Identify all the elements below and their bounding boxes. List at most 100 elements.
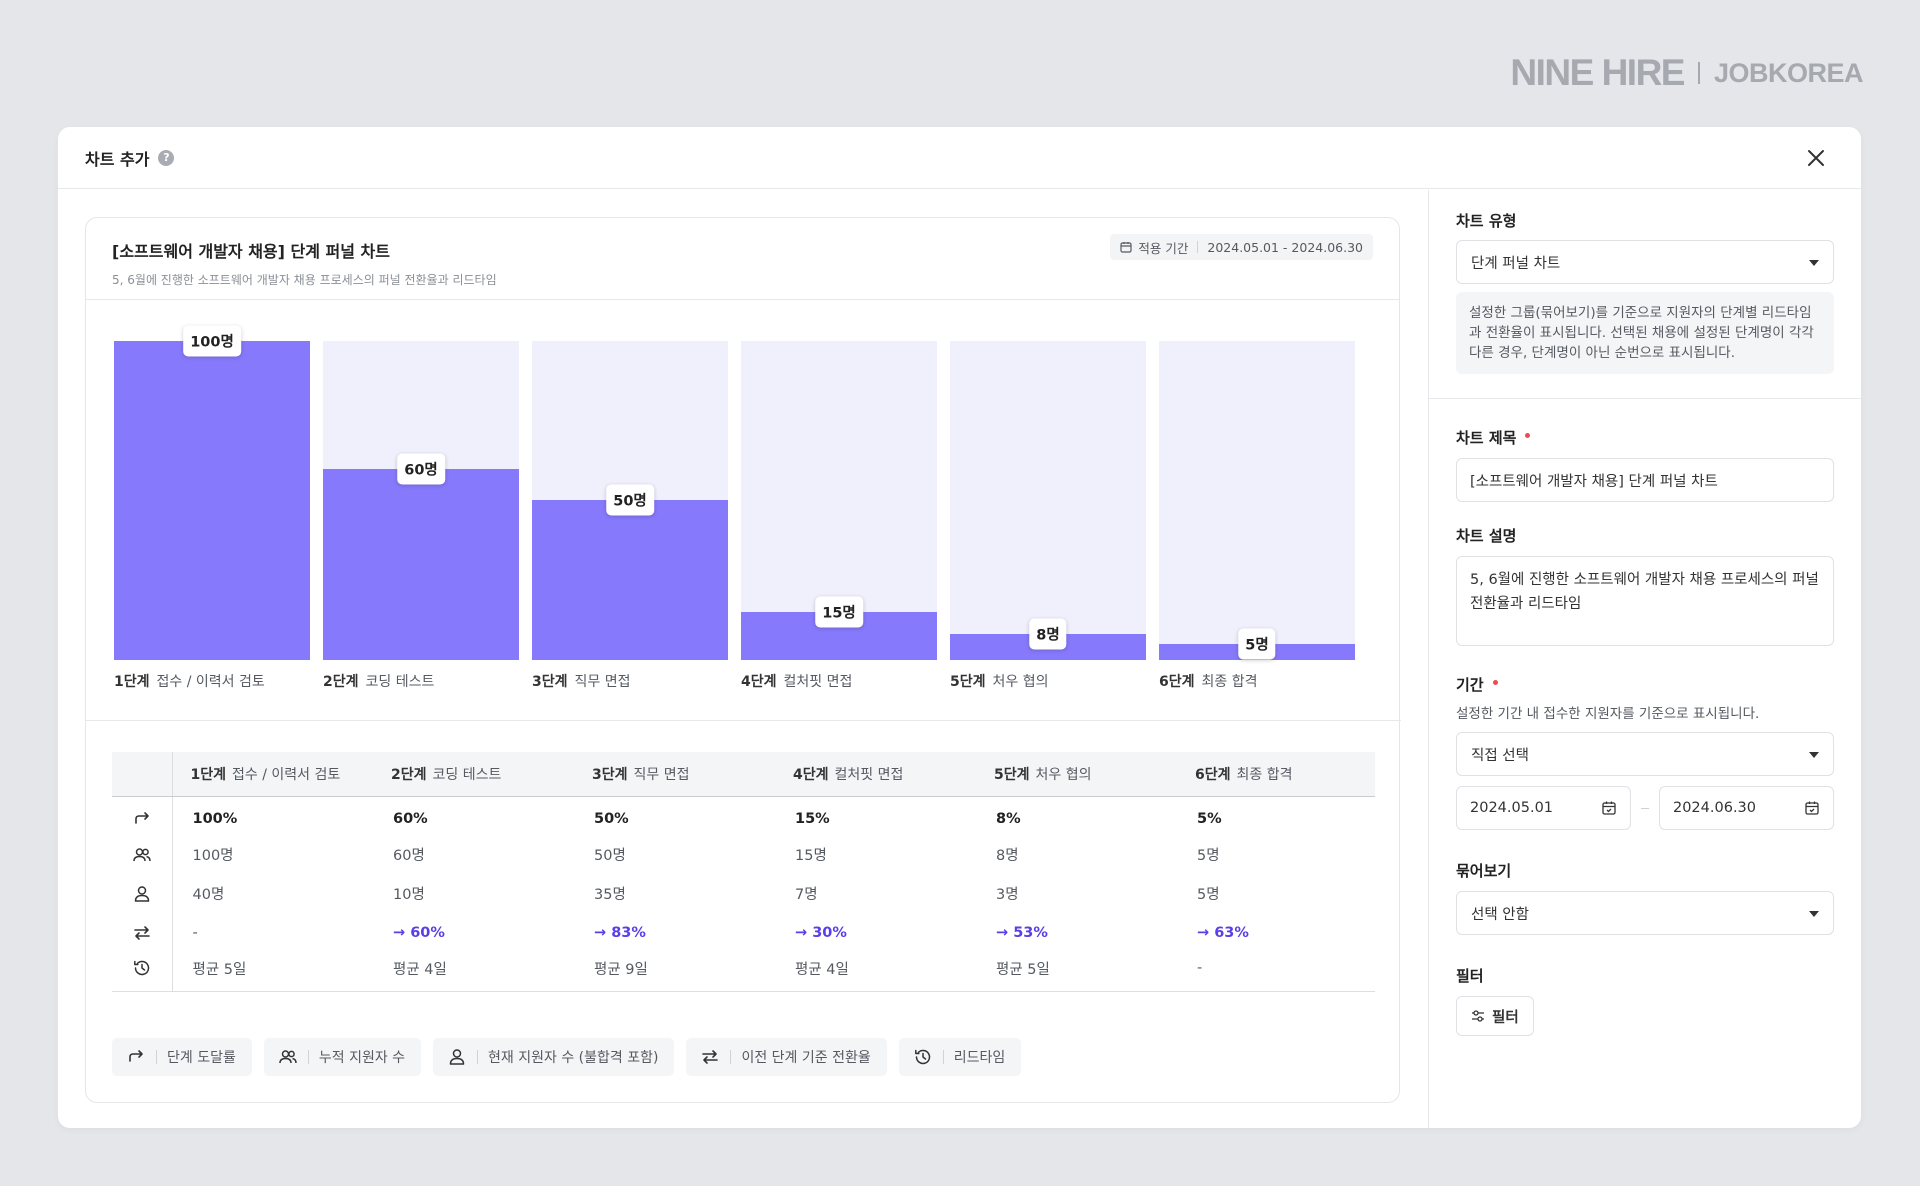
chart-title-input[interactable]: [소프트웨어 개발자 채용] 단계 퍼널 차트 xyxy=(1456,458,1834,502)
table-cell: 40명 xyxy=(192,887,225,903)
modal-title: 차트 추가 xyxy=(85,149,150,169)
end-date-input[interactable]: 2024.06.30 xyxy=(1658,786,1835,830)
legend-item: 단계 도달률 xyxy=(112,1038,252,1076)
group-select[interactable]: 선택 안함 xyxy=(1456,891,1834,935)
stage-step: 3단계 xyxy=(532,674,568,690)
stage-name: 컬처핏 면접 xyxy=(783,674,853,690)
chart-description: 5, 6월에 진행한 소프트웨어 개발자 채용 프로세스의 퍼널 전환율과 리드… xyxy=(112,273,497,287)
modal-header: 차트 추가 ? xyxy=(58,127,1861,189)
calendar-icon xyxy=(1120,242,1133,253)
stage-step: 2단계 xyxy=(323,674,359,690)
date-range-dash xyxy=(1641,807,1649,809)
close-icon[interactable] xyxy=(1804,146,1828,170)
funnel-bar-track xyxy=(1159,341,1355,660)
funnel-bar-stage-label: 4단계 컬처핏 면접 xyxy=(741,671,852,691)
funnel-bar-fill xyxy=(532,500,728,660)
legend-divider xyxy=(942,1050,944,1064)
period-mode-value: 직접 선택 xyxy=(1471,747,1529,764)
stage-step: 2단계 xyxy=(391,766,427,783)
table-cell: 8명 xyxy=(996,848,1019,864)
stage-name: 직무 면접 xyxy=(574,674,631,690)
table-cell: 5% xyxy=(1197,810,1222,827)
start-date-input[interactable]: 2024.05.01 xyxy=(1456,786,1632,830)
chart-type-select[interactable]: 단계 퍼널 차트 xyxy=(1456,240,1834,284)
period-section: 기간 설정한 기간 내 접수한 지원자를 기준으로 표시됩니다. 직접 선택 2… xyxy=(1429,646,1861,830)
table-cell: 평균 4일 xyxy=(775,952,976,992)
stage-step: 5단계 xyxy=(994,766,1030,783)
stage-name: 직무 면접 xyxy=(633,766,690,783)
table-cell: 7명 xyxy=(795,887,818,903)
table-header-stage-4: 4단계 컬처핏 면접 xyxy=(775,752,976,797)
table-header-stage-6: 6단계 최종 합격 xyxy=(1177,752,1375,797)
chart-title-section: 차트 제목 [소프트웨어 개발자 채용] 단계 퍼널 차트 xyxy=(1429,399,1861,502)
chart-type-info: 설정한 그룹(묶어보기)를 기준으로 지원자의 단계별 리드타임과 전환율이 표… xyxy=(1456,292,1834,374)
stage-step: 6단계 xyxy=(1159,674,1195,690)
stage-step: 4단계 xyxy=(741,674,777,690)
table-cell: - xyxy=(1177,952,1375,992)
funnel-bar-value-label: 8명 xyxy=(1029,618,1067,650)
stage-name: 접수 / 이력서 검토 xyxy=(232,766,341,783)
table-cell: 60명 xyxy=(393,848,425,864)
table-row: - → 60% → 83% → 30% → 53% → 63% xyxy=(112,913,1375,952)
table-row: 100명 60명 50명 15명 8명 5명 xyxy=(112,835,1375,874)
legend-item: 현재 지원자 수 (불합격 포함) xyxy=(433,1038,675,1076)
table-cell: 5명 xyxy=(1197,848,1220,864)
table-cell: 15명 xyxy=(795,848,827,864)
stage-name: 코딩 테스트 xyxy=(365,674,435,690)
period-label: 기간 xyxy=(1456,674,1834,695)
funnel-bar-stage-label: 1단계 접수 / 이력서 검토 xyxy=(114,671,265,691)
brand-logo: NINE HIRE JOBKOREA xyxy=(1510,52,1863,94)
funnel-bar-stage-label: 2단계 코딩 테스트 xyxy=(323,671,434,691)
chart-description-textarea[interactable]: 5, 6월에 진행한 소프트웨어 개발자 채용 프로세스의 퍼널 전환율과 리드… xyxy=(1456,556,1834,646)
calendar-icon[interactable] xyxy=(1805,801,1819,815)
table-cell: 15% xyxy=(795,810,830,827)
period-badge-label: 적용 기간 xyxy=(1138,240,1189,256)
table-row-icon-cell xyxy=(112,835,173,874)
chevron-down-icon xyxy=(1809,911,1819,917)
chart-card-header: [소프트웨어 개발자 채용] 단계 퍼널 차트 5, 6월에 진행한 소프트웨어… xyxy=(86,218,1399,300)
table-header-row: 1단계 접수 / 이력서 검토 2단계 코딩 테스트 3단계 직무 면접 4단계 컬처핏 면접… xyxy=(112,752,1375,797)
period-hint: 설정한 기간 내 접수한 지원자를 기준으로 표시됩니다. xyxy=(1456,706,1760,722)
funnel-bar-value-label: 15명 xyxy=(815,596,863,628)
stage-step: 5단계 xyxy=(950,674,986,690)
table-cell: 평균 5일 xyxy=(976,952,1177,992)
help-icon[interactable]: ? xyxy=(158,149,175,166)
redo-arrow-icon xyxy=(129,1050,143,1062)
table-row-icon-cell xyxy=(112,796,173,835)
stage-name: 코딩 테스트 xyxy=(432,766,502,783)
stage-step: 4단계 xyxy=(793,766,829,783)
stage-step: 6단계 xyxy=(1195,766,1231,783)
calendar-icon[interactable] xyxy=(1602,801,1616,815)
history-clock-icon xyxy=(914,1049,930,1065)
legend-item: 누적 지원자 수 xyxy=(263,1038,422,1076)
funnel-bar-stage-label: 6단계 최종 합격 xyxy=(1159,671,1258,691)
period-mode-select[interactable]: 직접 선택 xyxy=(1456,732,1834,776)
funnel-bar-value-label: 100명 xyxy=(183,325,241,357)
chart-type-label: 차트 유형 xyxy=(1456,212,1517,230)
table-cell: 50% xyxy=(594,810,629,827)
users-icon xyxy=(133,847,151,861)
table-header-stage-3: 3단계 직무 면접 xyxy=(574,752,775,797)
filter-button[interactable]: 필터 xyxy=(1456,996,1534,1036)
filter-section: 필터 필터 xyxy=(1429,935,1861,1036)
start-date-value: 2024.05.01 xyxy=(1470,800,1554,816)
table-cell: 60% xyxy=(393,810,428,827)
metrics-legend: 단계 도달률 누적 지원자 수 현재 지원자 수 (불합격 포함) 이전 단계 기준 … xyxy=(112,1038,1022,1076)
funnel-bar-stage-label: 3단계 직무 면접 xyxy=(532,671,631,691)
table-row: 40명 10명 35명 7명 3명 5명 xyxy=(112,874,1375,913)
add-chart-modal: 차트 추가 ? [소프트웨어 개발자 채용] 단계 퍼널 차트 5, 6월에 진… xyxy=(58,127,1861,1128)
legend-item: 리드타임 xyxy=(898,1038,1022,1076)
funnel-chart: 100명 1단계 접수 / 이력서 검토 60명 2단계 코딩 테스트 50명 3단계 직무 면… xyxy=(86,301,1401,721)
sliders-icon xyxy=(1472,1010,1484,1022)
legend-divider xyxy=(477,1050,479,1064)
chart-title-label-text: 차트 제목 xyxy=(1456,429,1517,447)
table-cell: 10명 xyxy=(393,887,425,903)
table-cell: 5명 xyxy=(1197,887,1220,903)
user-icon xyxy=(449,1049,465,1065)
table-cell: 100명 xyxy=(192,848,234,864)
swap-arrows-icon xyxy=(133,925,150,940)
stage-name: 접수 / 이력서 검토 xyxy=(156,674,265,690)
period-label-text: 기간 xyxy=(1456,676,1484,694)
legend-divider xyxy=(730,1050,732,1064)
chart-description-section: 차트 설명 5, 6월에 진행한 소프트웨어 개발자 채용 프로세스의 퍼널 전… xyxy=(1429,502,1861,646)
